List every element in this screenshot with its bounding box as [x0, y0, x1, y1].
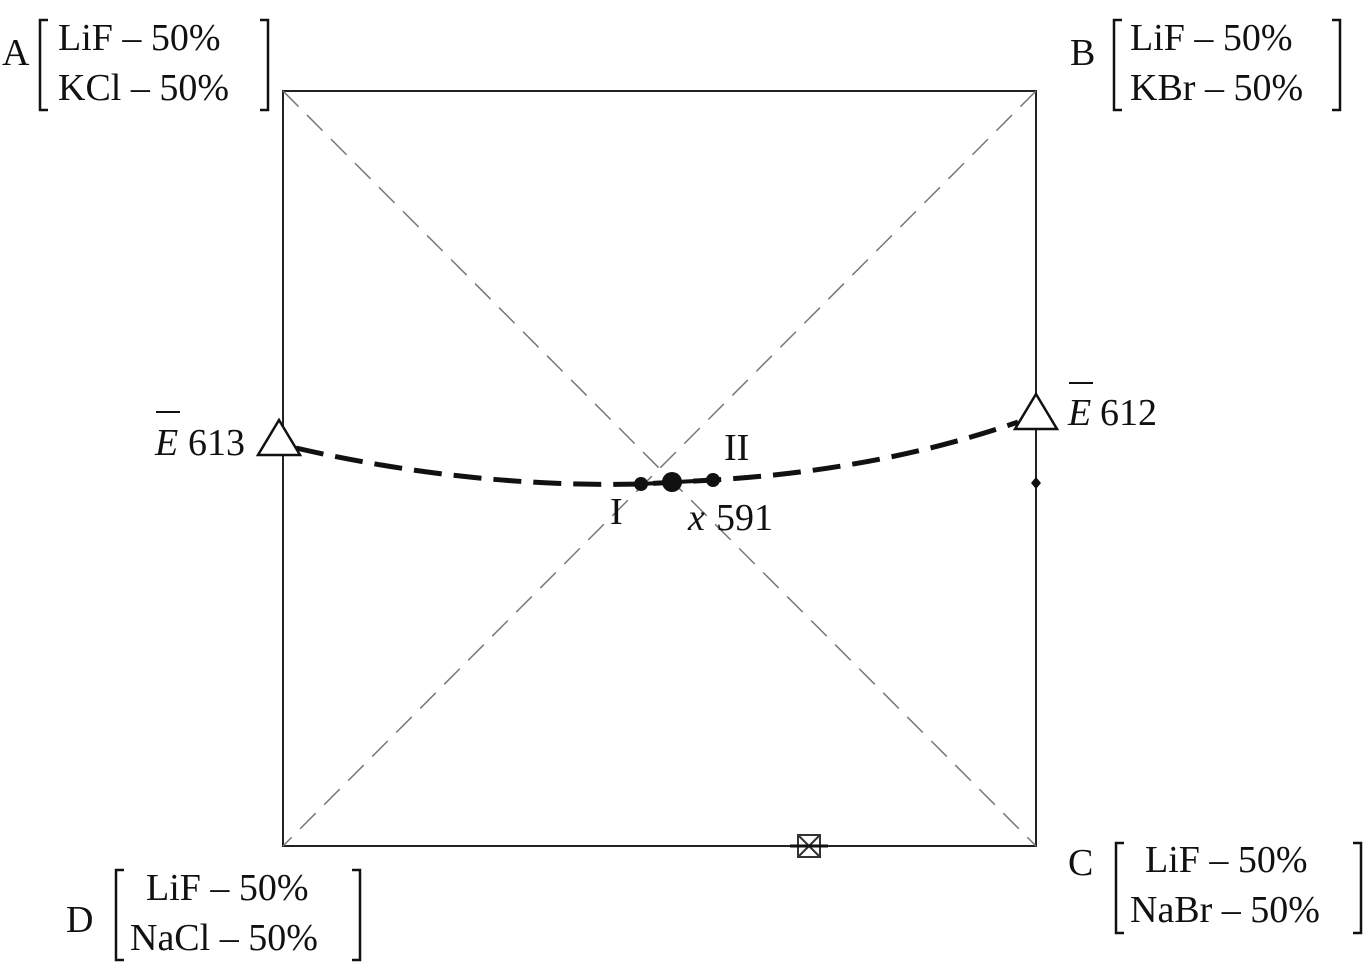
eutectic-right-triangle-icon: [1012, 391, 1060, 431]
e-right-symbol: E: [1067, 392, 1091, 434]
point-II-marker: [706, 473, 720, 487]
point-x-marker: [662, 472, 682, 492]
corner-label-c: C LiF – 50% NaBr – 50%: [1068, 839, 1363, 935]
corner-d-line1: LiF – 50%: [146, 867, 309, 909]
point-II-label: II: [724, 427, 749, 469]
corner-b-line1: LiF – 50%: [1130, 17, 1293, 59]
point-x-symbol: x: [687, 497, 705, 539]
composition-square: [282, 90, 1037, 847]
eutectic-curve: [295, 419, 1019, 487]
corner-b-line2: KBr – 50%: [1130, 67, 1303, 109]
e-left-value: 613: [188, 422, 245, 464]
corner-label-d: D LiF – 50% NaCl – 50%: [66, 867, 362, 962]
side-point-marker: [1031, 477, 1041, 489]
corner-d-letter: D: [66, 899, 93, 941]
diagonal-a-c: [282, 90, 1037, 847]
point-x-value: 591: [716, 497, 773, 539]
eutectic-left-triangle-icon: [255, 417, 303, 457]
corner-a-line2: KCl – 50%: [58, 67, 229, 109]
corner-a-letter: A: [2, 32, 30, 74]
corner-label-a: A LiF – 50% KCl – 50%: [2, 17, 270, 112]
e-left-symbol: E: [154, 422, 178, 464]
boxed-cross-icon: [790, 834, 828, 858]
corner-label-b: B LiF – 50% KBr – 50%: [1070, 17, 1342, 112]
corner-d-line2: NaCl – 50%: [130, 917, 318, 959]
e-right-value: 612: [1100, 392, 1157, 434]
corner-b-letter: B: [1070, 32, 1095, 74]
corner-a-line1: LiF – 50%: [58, 17, 221, 59]
diagonal-b-d: [282, 90, 1037, 847]
corner-c-letter: C: [1068, 842, 1093, 884]
point-I-marker: [634, 477, 648, 491]
corner-c-line2: NaBr – 50%: [1130, 889, 1320, 931]
point-I-label: I: [610, 491, 623, 533]
corner-c-line1: LiF – 50%: [1145, 839, 1308, 881]
